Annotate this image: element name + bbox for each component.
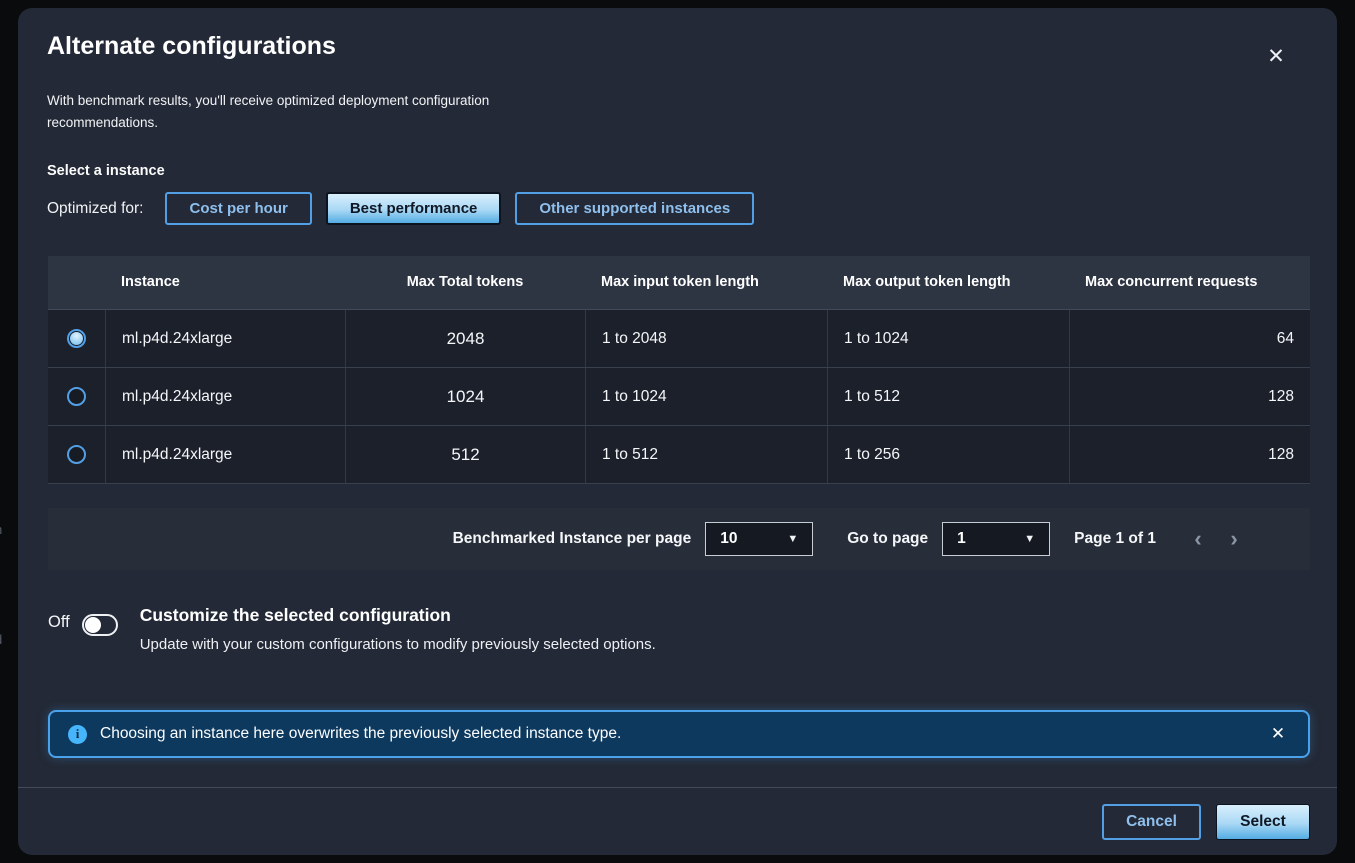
cell-max-input-token-length: 1 to 2048 bbox=[585, 310, 827, 367]
per-page-value: 10 bbox=[720, 530, 738, 547]
info-icon: i bbox=[68, 724, 87, 744]
footer-divider bbox=[18, 787, 1337, 788]
toggle-state-label: Off bbox=[48, 613, 70, 631]
page-status: Page 1 of 1 bbox=[1074, 530, 1156, 547]
per-page-dropdown[interactable]: 10 ▼ bbox=[705, 522, 814, 556]
best-performance-button[interactable]: Best performance bbox=[325, 192, 502, 225]
dialog-title: Alternate configurations bbox=[47, 32, 336, 60]
cell-max-output-token-length: 1 to 512 bbox=[827, 368, 1069, 425]
cell-max-total-tokens: 512 bbox=[345, 426, 585, 483]
alternate-configurations-dialog: Alternate configurations ✕ With benchmar… bbox=[18, 8, 1337, 855]
previous-page-icon[interactable]: ‹ bbox=[1194, 526, 1202, 551]
cell-max-input-token-length: 1 to 1024 bbox=[585, 368, 827, 425]
chevron-down-icon: ▼ bbox=[1024, 533, 1036, 545]
column-header-max-concurrent-requests: Max concurrent requests bbox=[1085, 274, 1258, 290]
column-header-max-input-token-length: Max input token length bbox=[601, 274, 759, 290]
cell-max-concurrent-requests: 64 bbox=[1069, 310, 1310, 367]
optimized-for-label: Optimized for: bbox=[47, 199, 144, 217]
goto-page-label: Go to page bbox=[847, 530, 929, 547]
customize-description: Update with your custom configurations t… bbox=[139, 636, 656, 653]
per-page-label: Benchmarked Instance per page bbox=[452, 530, 692, 547]
select-button[interactable]: Select bbox=[1216, 803, 1310, 840]
next-page-icon[interactable]: › bbox=[1230, 526, 1238, 551]
row-radio[interactable] bbox=[67, 387, 86, 406]
goto-page-value: 1 bbox=[957, 530, 966, 547]
customize-title: Customize the selected configuration bbox=[139, 605, 451, 625]
column-header-instance: Instance bbox=[121, 274, 180, 290]
instances-table: Instance Max Total tokens Max input toke… bbox=[48, 256, 1310, 484]
background-text-fragment: n bbox=[0, 522, 2, 537]
cell-instance: ml.p4d.24xlarge bbox=[105, 426, 345, 483]
cancel-button[interactable]: Cancel bbox=[1102, 803, 1201, 840]
cell-max-total-tokens: 1024 bbox=[345, 368, 585, 425]
column-header-max-output-token-length: Max output token length bbox=[843, 274, 1011, 290]
cell-instance: ml.p4d.24xlarge bbox=[105, 368, 345, 425]
dialog-close-icon[interactable]: ✕ bbox=[1267, 45, 1285, 68]
table-header-row: Instance Max Total tokens Max input toke… bbox=[48, 256, 1310, 310]
cell-max-output-token-length: 1 to 1024 bbox=[827, 310, 1069, 367]
toggle-knob bbox=[84, 617, 101, 633]
cell-max-concurrent-requests: 128 bbox=[1069, 426, 1310, 483]
dialog-footer: Cancel Select bbox=[18, 788, 1337, 855]
table-row[interactable]: ml.p4d.24xlarge 512 1 to 512 1 to 256 12… bbox=[48, 426, 1310, 484]
optimized-for-row: Optimized for: Cost per hour Best perfor… bbox=[47, 192, 768, 225]
table-row[interactable]: ml.p4d.24xlarge 1024 1 to 1024 1 to 512 … bbox=[48, 368, 1310, 426]
cell-max-total-tokens: 2048 bbox=[345, 310, 585, 367]
cell-max-input-token-length: 1 to 512 bbox=[585, 426, 827, 483]
pagination-bar: Benchmarked Instance per page 10 ▼ Go to… bbox=[48, 508, 1310, 570]
cell-max-concurrent-requests: 128 bbox=[1069, 368, 1310, 425]
cell-instance: ml.p4d.24xlarge bbox=[105, 310, 345, 367]
column-header-max-total-tokens: Max Total tokens bbox=[406, 274, 524, 290]
dialog-description: With benchmark results, you'll receive o… bbox=[47, 93, 490, 130]
customize-section: Off Customize the selected configuration… bbox=[48, 605, 740, 657]
banner-close-icon[interactable]: ✕ bbox=[1270, 724, 1286, 743]
info-banner: i Choosing an instance here overwrites t… bbox=[48, 710, 1310, 758]
background-text-fragment: d bbox=[0, 632, 2, 647]
cell-max-output-token-length: 1 to 256 bbox=[827, 426, 1069, 483]
customize-toggle[interactable] bbox=[81, 614, 118, 636]
row-radio[interactable] bbox=[67, 445, 86, 464]
row-radio-selected[interactable] bbox=[67, 329, 86, 348]
cost-per-hour-button[interactable]: Cost per hour bbox=[165, 192, 312, 225]
select-instance-label: Select a instance bbox=[47, 163, 165, 179]
chevron-down-icon: ▼ bbox=[787, 533, 799, 545]
table-row[interactable]: ml.p4d.24xlarge 2048 1 to 2048 1 to 1024… bbox=[48, 310, 1310, 368]
other-supported-instances-button[interactable]: Other supported instances bbox=[515, 192, 755, 225]
goto-page-dropdown[interactable]: 1 ▼ bbox=[942, 522, 1051, 556]
info-banner-text: Choosing an instance here overwrites the… bbox=[100, 725, 622, 742]
